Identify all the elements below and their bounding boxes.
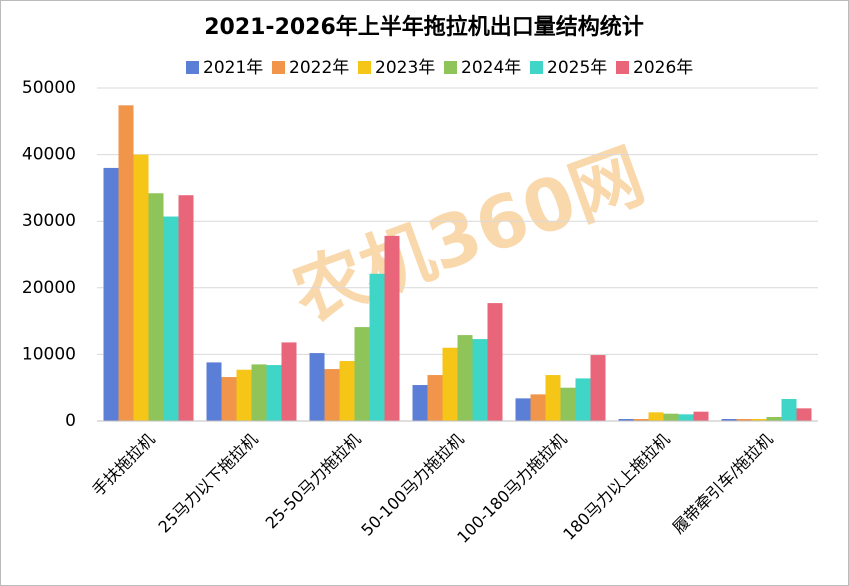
- bar: [369, 273, 385, 421]
- bar: [206, 362, 222, 421]
- bar: [515, 398, 531, 421]
- bar: [442, 347, 458, 421]
- bar: [678, 414, 694, 421]
- legend-swatch: [616, 61, 629, 74]
- bar: [309, 353, 325, 421]
- bar: [693, 411, 709, 421]
- bar: [590, 355, 606, 421]
- bar: [221, 377, 237, 421]
- bar: [633, 419, 649, 421]
- y-tick-label: 10000: [22, 344, 76, 364]
- bar: [384, 235, 400, 421]
- y-tick-label: 30000: [22, 211, 76, 231]
- bar: [339, 361, 355, 421]
- y-tick-label: 40000: [22, 145, 76, 165]
- bar: [281, 342, 297, 421]
- bar: [163, 216, 179, 421]
- legend-label: 2024年: [461, 58, 521, 78]
- bar: [472, 339, 488, 421]
- legend-label: 2026年: [633, 58, 693, 78]
- y-tick-label: 0: [65, 411, 76, 431]
- bar: [545, 375, 561, 421]
- bar: [560, 387, 576, 421]
- bar: [781, 399, 797, 421]
- bar: [618, 419, 634, 421]
- legend-label: 2021年: [203, 58, 263, 78]
- bar: [575, 378, 591, 421]
- legend-swatch: [358, 61, 371, 74]
- bar: [236, 369, 252, 421]
- bar: [721, 419, 737, 421]
- legend-swatch: [444, 61, 457, 74]
- bar: [427, 375, 443, 421]
- bar: [148, 193, 164, 421]
- legend-label: 2025年: [547, 58, 607, 78]
- bar: [103, 167, 119, 421]
- bar: [412, 385, 428, 421]
- bar: [457, 335, 473, 421]
- y-tick-label: 20000: [22, 278, 76, 298]
- bar: [663, 413, 679, 421]
- legend-swatch: [530, 61, 543, 74]
- bar: [796, 408, 812, 421]
- bar: [178, 195, 194, 421]
- bar: [354, 327, 370, 421]
- bar: [648, 412, 664, 421]
- bar: [487, 303, 503, 421]
- bar: [266, 365, 282, 421]
- y-tick-label: 50000: [22, 78, 76, 98]
- bar: [766, 417, 782, 421]
- bar: [324, 369, 340, 421]
- bar: [133, 154, 149, 421]
- chart-title: 2021-2026年上半年拖拉机出口量结构统计: [204, 14, 644, 40]
- legend-label: 2022年: [289, 58, 349, 78]
- bar: [751, 419, 767, 421]
- bar: [736, 419, 752, 421]
- legend-swatch: [272, 61, 285, 74]
- bar: [251, 364, 267, 421]
- legend-swatch: [186, 61, 199, 74]
- bar: [530, 394, 546, 421]
- bar: [118, 105, 134, 421]
- legend-label: 2023年: [375, 58, 435, 78]
